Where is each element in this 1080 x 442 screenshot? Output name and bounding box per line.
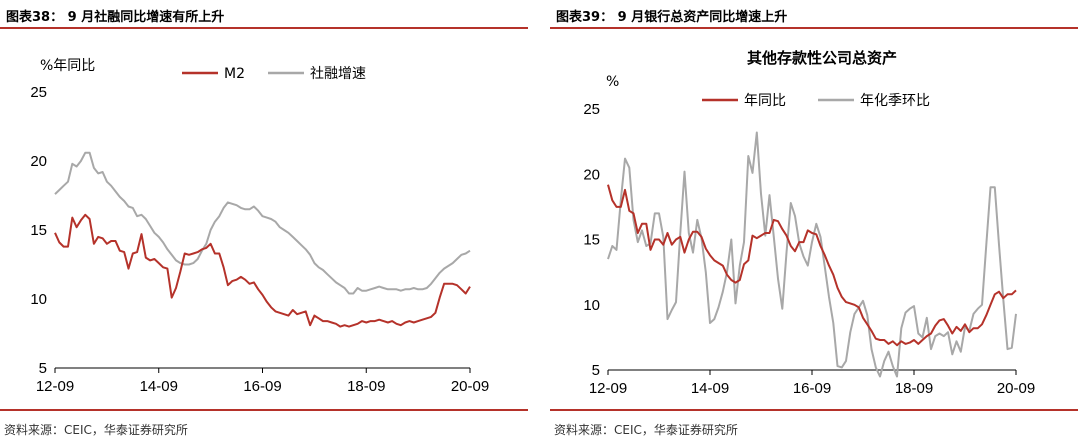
x-tick-label: 18-09 <box>895 380 933 397</box>
x-tick-label: 16-09 <box>793 380 831 397</box>
bottom-rule <box>0 409 528 411</box>
y-tick-label: 10 <box>583 297 600 314</box>
legend-label: 年同比 <box>744 93 786 109</box>
legend-label: 社融增速 <box>310 66 366 82</box>
y-tick-label: 25 <box>583 101 600 118</box>
y-tick-label: 15 <box>583 232 600 249</box>
panel-left: 图表38： 9 月社融同比增速有所上升 %年同比 5 10 15 20 25 12-09 14… <box>0 0 530 442</box>
y-tick-label: 15 <box>30 222 47 239</box>
x-tick-label: 14-09 <box>140 378 178 395</box>
legend-label: M2 <box>224 66 245 82</box>
series-line-1 <box>54 151 471 295</box>
y-tick-label: 5 <box>39 360 47 377</box>
x-tick-label: 14-09 <box>691 380 729 397</box>
source-note: 资料来源：CEIC，华泰证券研究所 <box>554 423 738 437</box>
chart-bank-assets: 其他存款性公司总资产% 5 10 15 20 25 12-09 14-09 16-09 18-09… <box>583 49 1035 397</box>
panel-title: 图表39： 9 月银行总资产同比增速上升 <box>556 10 788 25</box>
chart-social-financing: %年同比 5 10 15 20 25 12-09 14-09 16-09 18-09 20-09 M2… <box>30 58 489 395</box>
chart-title: 其他存款性公司总资产 <box>747 49 897 67</box>
y-tick-label: 25 <box>30 84 47 101</box>
series-line-0 <box>607 184 1017 347</box>
x-tick-label: 16-09 <box>243 378 281 395</box>
x-tick-label: 12-09 <box>36 378 74 395</box>
y-tick-label: 5 <box>592 362 600 379</box>
legend-item-0: M2 <box>182 66 245 82</box>
panel-title: 图表38： 9 月社融同比增速有所上升 <box>6 10 225 25</box>
y-tick-label: 20 <box>583 166 600 183</box>
legend-label: 年化季环比 <box>860 93 930 109</box>
series-line-0 <box>54 213 471 328</box>
y-axis-unit-label: %年同比 <box>40 58 95 74</box>
panel-right: 图表39： 9 月银行总资产同比增速上升 其他存款性公司总资产% 5 10 15 20 2… <box>550 0 1080 442</box>
x-tick-label: 20-09 <box>997 380 1035 397</box>
x-tick-label: 20-09 <box>451 378 489 395</box>
legend-item-0: 年同比 <box>702 93 786 109</box>
bottom-rule <box>550 409 1078 411</box>
legend-item-1: 社融增速 <box>268 66 366 82</box>
y-axis-unit-label: % <box>606 74 619 90</box>
y-tick-label: 10 <box>30 291 47 308</box>
top-rule <box>550 27 1078 29</box>
source-note: 资料来源：CEIC，华泰证券研究所 <box>4 423 188 437</box>
legend-item-1: 年化季环比 <box>818 93 930 109</box>
x-tick-label: 12-09 <box>589 380 627 397</box>
top-rule <box>0 27 528 29</box>
y-tick-label: 20 <box>30 153 47 170</box>
x-tick-label: 18-09 <box>347 378 385 395</box>
series-line-1 <box>607 131 1017 378</box>
